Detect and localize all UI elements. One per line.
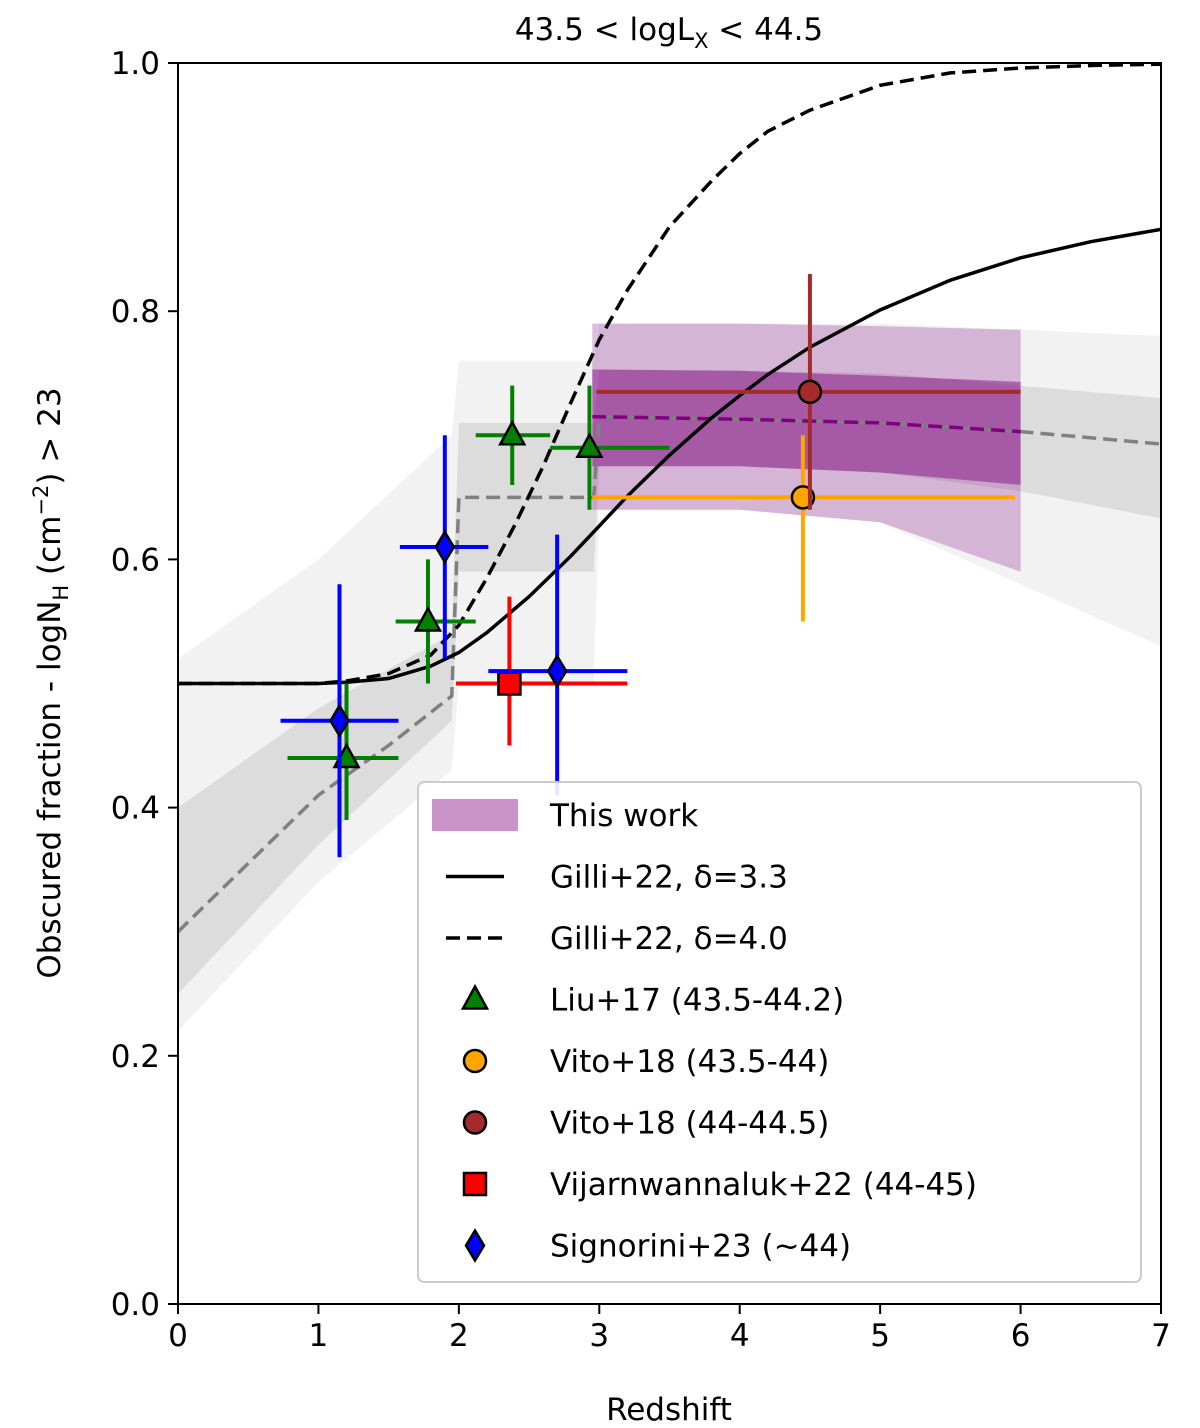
y-axis-label: Obscured fraction - logNH (cm−2) > 23 — [29, 387, 73, 978]
chart-title-tail: < 44.5 — [708, 12, 823, 48]
x-tick-label: 2 — [449, 1318, 469, 1354]
data-point-square — [497, 671, 522, 696]
legend-swatch-square — [462, 1171, 488, 1197]
x-tick-label: 3 — [589, 1318, 609, 1354]
legend-box — [417, 781, 1142, 1283]
legend-swatch-circle — [462, 1048, 488, 1074]
y-tick-label: 0.4 — [111, 791, 160, 827]
model-band-outer — [178, 323, 1161, 1032]
y-axis-label-main: Obscured fraction - logN — [32, 601, 68, 979]
legend-label: Vito+18 (43.5-44) — [550, 1044, 829, 1080]
gilli-delta-3-3-line — [178, 227, 1161, 686]
data-point-diamond — [546, 653, 568, 689]
y-axis-label-sub: H — [49, 585, 73, 601]
this-work-band-outer — [592, 323, 1021, 572]
model-lines — [178, 63, 1161, 933]
chart-title-sub: X — [694, 29, 708, 53]
legend-label: Signorini+23 (~44) — [550, 1229, 851, 1265]
x-tick-label: 4 — [730, 1318, 750, 1354]
plot-frame — [177, 62, 1162, 1305]
legend-swatch-triangle — [460, 983, 490, 1010]
legend-label: Liu+17 (43.5-44.2) — [550, 983, 844, 1019]
x-tick-label: 1 — [309, 1318, 329, 1354]
y-tick-label: 0.8 — [111, 294, 160, 330]
legend-swatch-diamond — [464, 1228, 486, 1263]
legend-label: This work — [549, 798, 698, 834]
legend-label: Gilli+22, δ=3.3 — [550, 860, 788, 896]
data-point-triangle — [575, 432, 604, 458]
y-axis-label-tail: ) > 23 — [32, 387, 68, 484]
data-point-triangle — [413, 605, 443, 632]
x-axis-label: Redshift — [606, 1392, 732, 1428]
data-point-circle — [797, 379, 823, 405]
y-tick-label: 1.0 — [111, 46, 160, 82]
axis-ticks: 0 1 2 3 4 5 6 7 0.0 0.2 0.4 0.6 0.8 1.0 — [111, 46, 1171, 1354]
legend-swatch-circle — [462, 1110, 488, 1135]
y-axis-label-unit: (cm — [32, 516, 68, 585]
x-tick-label: 7 — [1151, 1318, 1171, 1354]
data-point-diamond — [434, 529, 456, 565]
series-triangle-0 — [287, 385, 670, 821]
y-tick-label: 0.0 — [111, 1287, 160, 1323]
legend-label: Gilli+22, δ=4.0 — [550, 921, 788, 957]
model-band-inner — [178, 369, 1161, 994]
legend-label: Vito+18 (44-44.5) — [550, 1106, 829, 1142]
legend-swatch-band — [432, 799, 518, 831]
x-tick-label: 6 — [1011, 1318, 1031, 1354]
y-axis-label-sup: −2 — [29, 485, 53, 516]
data-point-diamond — [329, 703, 350, 739]
x-tick-label: 0 — [168, 1318, 188, 1354]
chart-title-main: 43.5 < logL — [515, 12, 695, 48]
y-tick-label: 0.2 — [111, 1039, 160, 1075]
x-tick-label: 5 — [870, 1318, 890, 1354]
model-median-line — [178, 414, 1161, 933]
series-circle-2 — [596, 273, 1021, 510]
legend: This work Gilli+22, δ=3.3 Gilli+22, δ=4.0 L… — [417, 781, 1142, 1283]
data-point-triangle — [498, 419, 527, 446]
gilli-delta-4-0-line — [178, 63, 1161, 686]
series-diamond-4 — [280, 435, 628, 858]
this-work-band-inner — [592, 369, 1021, 485]
model-bands — [178, 323, 1161, 1032]
y-tick-label: 0.6 — [111, 542, 160, 578]
chart-title: 43.5 < logLX < 44.5 — [515, 12, 823, 53]
legend-label: Vijarnwannaluk+22 (44-45) — [550, 1167, 977, 1203]
data-points — [280, 273, 1021, 858]
